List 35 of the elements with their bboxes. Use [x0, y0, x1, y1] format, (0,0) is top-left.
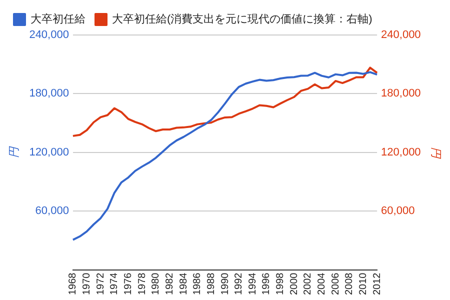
- y2-tick-label: 240,000: [381, 29, 421, 42]
- x-tick-label: 1976: [123, 272, 134, 296]
- y2-tick-label: 180,000: [381, 88, 421, 100]
- x-tick-label: 2010: [358, 272, 369, 296]
- y-tick-label: 120,000: [29, 146, 69, 158]
- x-tick-label: 1996: [261, 272, 272, 296]
- x-tick-label: 1974: [109, 272, 120, 296]
- x-tick-label: 1968: [68, 272, 79, 296]
- x-tick-label: 1972: [95, 272, 106, 296]
- x-tick-label: 1970: [82, 272, 93, 296]
- x-tick-label: 2002: [302, 272, 314, 296]
- x-tick-label: 1988: [206, 272, 217, 296]
- x-tick-label: 1990: [220, 272, 231, 296]
- legend-label: 大卒初任給(消費支出を元に現代の価値に換算：右軸): [112, 12, 372, 26]
- legend-label: 大卒初任給: [30, 12, 86, 26]
- y-tick-label: 60,000: [35, 205, 69, 218]
- y-axis-title: 円: [8, 146, 21, 158]
- y2-tick-label: 60,000: [381, 205, 415, 218]
- x-tick-label: 2000: [288, 272, 300, 296]
- x-tick-label: 2004: [316, 272, 328, 296]
- x-tick-label: 2008: [344, 272, 356, 296]
- x-tick-label: 1994: [247, 272, 258, 296]
- y-tick-label: 240,000: [29, 29, 69, 42]
- x-tick-label: 2012: [372, 272, 383, 296]
- x-tick-label: 1982: [164, 272, 176, 296]
- x-tick-label: 1998: [275, 272, 286, 296]
- y-tick-label: 180,000: [29, 88, 69, 100]
- x-tick-label: 2006: [330, 272, 342, 296]
- x-tick-label: 1984: [178, 272, 190, 296]
- x-tick-label: 1978: [136, 272, 148, 296]
- x-tick-label: 1980: [150, 272, 162, 296]
- y2-axis-title: 円: [429, 146, 442, 159]
- x-tick-label: 1986: [192, 272, 204, 296]
- y2-tick-label: 120,000: [381, 146, 421, 158]
- x-tick-label: 1992: [234, 272, 245, 296]
